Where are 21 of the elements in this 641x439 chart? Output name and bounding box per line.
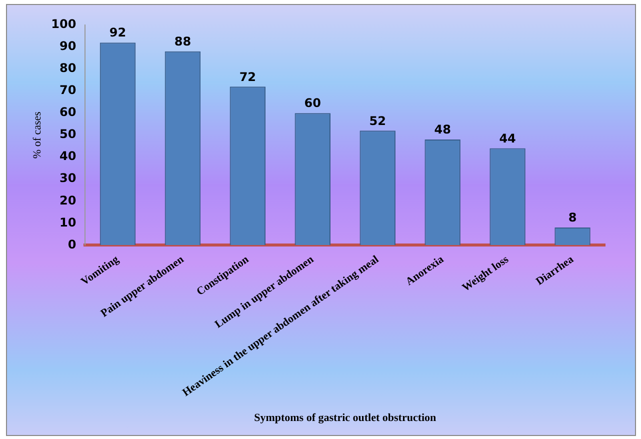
- y-tick-label: 40: [60, 149, 76, 164]
- data-label: 60: [304, 96, 321, 110]
- y-tick-label: 60: [60, 105, 76, 120]
- y-tick-label: 80: [60, 61, 76, 76]
- y-tick-label: 10: [60, 215, 76, 230]
- y-tick-label: 30: [60, 171, 76, 186]
- y-axis-title: % of cases: [31, 112, 44, 159]
- data-label: 44: [499, 131, 516, 146]
- y-tick-label: 90: [60, 39, 76, 54]
- x-axis-title: Symptoms of gastric outlet obstruction: [254, 412, 436, 424]
- data-label: 48: [434, 122, 451, 137]
- y-tick-label: 20: [60, 193, 76, 208]
- y-tick-label: 0: [68, 237, 76, 252]
- data-label: 88: [174, 34, 192, 49]
- data-label: 92: [109, 26, 126, 40]
- data-label: 8: [568, 210, 577, 225]
- y-tick-label: 100: [51, 17, 76, 32]
- y-tick-label: 50: [60, 127, 76, 142]
- data-label: 52: [369, 114, 386, 128]
- data-label: 72: [239, 70, 256, 84]
- y-tick-label: 70: [60, 83, 76, 98]
